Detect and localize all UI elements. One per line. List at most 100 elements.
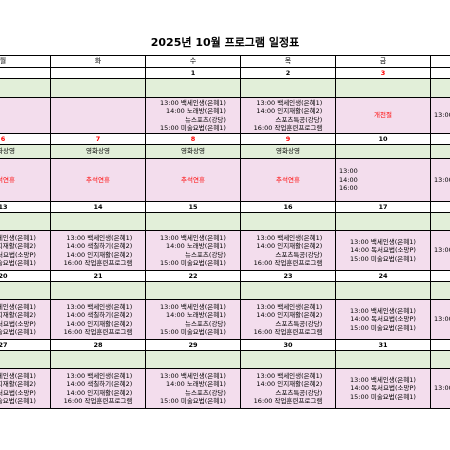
program-cell [50,97,146,134]
header-row: 월화수목금토 [0,55,450,68]
banner-cell [335,144,431,159]
date-cell: 10 [335,133,431,145]
program-cell: 13:00 백세인생(은혜1) 14:00 노래방(은혜1) 뉴스포츠(강당) 15:… [145,368,241,409]
program-cell: 추석연휴 [240,158,336,202]
program-line: 14:00 인지재활(은혜2) [256,107,323,115]
program-cell: 13:00 백세인생(은혜1) 14:00 인지재활(은혜2) 스포츠특공(강당) 1… [240,368,336,409]
date-cell: 27 [0,339,51,351]
day-header: 월 [0,55,51,68]
program-list: 13:00 백세인생(은혜1) 14:00 색칠하기(은혜2) 14:00 인지재활… [64,303,133,337]
program-list: 13:00 백세인생(은혜1) 14:00 독서요법(소망P) 15:00 미술요법… [350,238,416,264]
program-line: 16:00 작업훈련프로그램 [253,397,323,405]
program-line: 16:00 작업훈련프로그램 [253,259,323,267]
banner-cell [335,350,431,369]
program-row: 13:00 백세인생(은혜1) 14:00 인지재활(은혜2) 14:00 독서요법… [0,230,450,271]
day-header: 금 [335,55,431,68]
date: 22 [188,271,198,280]
program-list: 13:00 백세인생(은혜1) 14:00 인지재활(은혜2) 스포츠특공(강당) 1… [254,99,323,133]
program-line: 13:00 백세인생(은혜1) [66,302,133,311]
date-cell [50,67,146,79]
banner-cell [430,212,450,231]
date-cell: 23 [240,270,336,282]
program-line: 13:00 백세인생(은혜1) [350,237,416,246]
date: 3 [380,68,386,77]
program-list: 13:00 백세인생(은혜1)14:00 인지재활(은혜2)14:00 독서요법… [0,372,36,406]
program-line: 14:00 인지재활(은혜2) [256,380,323,388]
banner-cell [0,281,51,300]
date-cell: 9 [240,133,336,145]
program-line: 15:00 미술요법(은혜1) [160,259,226,267]
program-cell: 13:00 백세인생(은혜1) 14:00 색칠하기(은혜2) 14:00 인지재활… [50,299,146,340]
banner-cell [50,350,146,369]
date-cell [430,339,450,351]
program-line: 뉴스포츠(강당) [184,319,226,328]
banner-cell [145,350,241,369]
holiday-note: 추석연휴 [0,175,15,184]
program-line: 13:00 백세인생(은혜1) [160,233,226,242]
program-list: 13:00 백세인생(은혜1) 14:00 노래방(은혜1) 뉴스포츠(강당) 15:… [160,99,226,133]
program-cell: 추석연휴 [0,158,51,202]
date-cell [430,270,450,282]
program-line: 스포츠특공(강당) [275,250,323,259]
program-cell: 추석연휴 [145,158,241,202]
program-line: 14:00 인지재활(은혜2) [256,311,323,319]
program-line: 15:00 미술요법(은혜1) [350,323,416,332]
program-line: 13:00 백세인생(은혜1) [66,371,133,380]
program-line: 15:00 미술요법(은혜1) [160,124,226,132]
program-line: 14:00 색칠하기(은혜2) [66,380,133,388]
date: 17 [378,202,388,211]
program-line: 13:00 백세인생(은혜1) [160,302,226,311]
date-cell [430,201,450,213]
program-line: 13:00 백세인생(은혜1) [350,306,416,315]
program-list: 13:00 백세인생(은혜1) 14:00 노래방(은혜1) 뉴스포츠(강당) 15:… [160,303,226,337]
program-cell: 13:00 백세인생(은혜1) 14:00 노래방(은혜1) 뉴스포츠(강당) 15:… [145,299,241,340]
program-line: 14:00 독서요법(소망P) [350,246,416,255]
program-line: 13:00 백세인생(은혜1) [256,371,323,380]
date-cell: 24 [335,270,431,282]
banner-cell [240,281,336,300]
program-cell: 13:00 백세인생(은혜1) 14:00 인지재활(은혜2) 스포츠특공(강당) 1… [240,299,336,340]
program-line: 13:00 백세인생(은혜1) [256,233,323,242]
banner-cell: 영화상영 [145,144,241,159]
program-cell: 개천절 [335,97,431,134]
banner-cell [50,212,146,231]
program-line: 15:00 미술요법(은혜1) [0,397,36,405]
date-row: 1 2 3 [0,67,450,79]
day-header: 토 [430,55,450,68]
holiday-note: 추석연휴 [86,175,110,184]
banner-row [0,350,450,369]
program-cell: 13:00 [430,299,450,340]
program-cell: 13:00 백세인생(은혜1) 14:00 독서요법(소망P) 15:00 미술요법… [335,299,431,340]
program-list: 13:00 [434,384,450,393]
calendar: 월화수목금토12313:00 백세인생(은혜1)14:00 노래방(은혜1)뉴스… [0,55,450,450]
program-line: 14:00 인지재활(은혜2) [0,311,36,319]
program-line: 14:00 인지재활(은혜2) [66,250,133,259]
program-line: 13:00 [434,315,450,324]
program-line: 13:00 [434,111,450,120]
banner-cell [335,212,431,231]
program-cell: 13:00 백세인생(은혜1) 14:00 노래방(은혜1) 뉴스포츠(강당) 15:… [145,97,241,134]
program-line: 13:00 백세인생(은혜1) [256,302,323,311]
date: 14 [93,202,103,211]
banner-row [0,212,450,231]
date: 21 [93,271,103,280]
date-cell: 17 [335,201,431,213]
banner-cell: 영화상영 [240,144,336,159]
program-line: 13:00 백세인생(은혜1) [0,302,36,311]
date: 2 [285,68,291,77]
program-row: 13:00 백세인생(은혜1)14:00 인지재활(은혜2)14:00 독서요법… [0,368,450,409]
date: 29 [188,340,198,349]
program-cell: 13:00 [430,97,450,134]
program-cell: 13:00 백세인생(은혜1)14:00 인지재활(은혜2)14:00 독서요법… [0,299,51,340]
program-line: 16:00 [339,184,358,193]
program-line: 스포츠특공(강당) [275,388,323,397]
date: 10 [378,134,388,143]
date: 16 [283,202,293,211]
date: 7 [95,134,101,143]
program-cell: 13:00 [430,368,450,409]
program-cell: 13:00 백세인생(은혜1) 14:00 색칠하기(은혜2) 14:00 인지재활… [50,368,146,409]
program-line: 13:00 백세인생(은혜1) [350,375,416,384]
program-cell: 13:00 14:00 16:00 [335,158,431,202]
program-list: 13:00 [434,246,450,255]
